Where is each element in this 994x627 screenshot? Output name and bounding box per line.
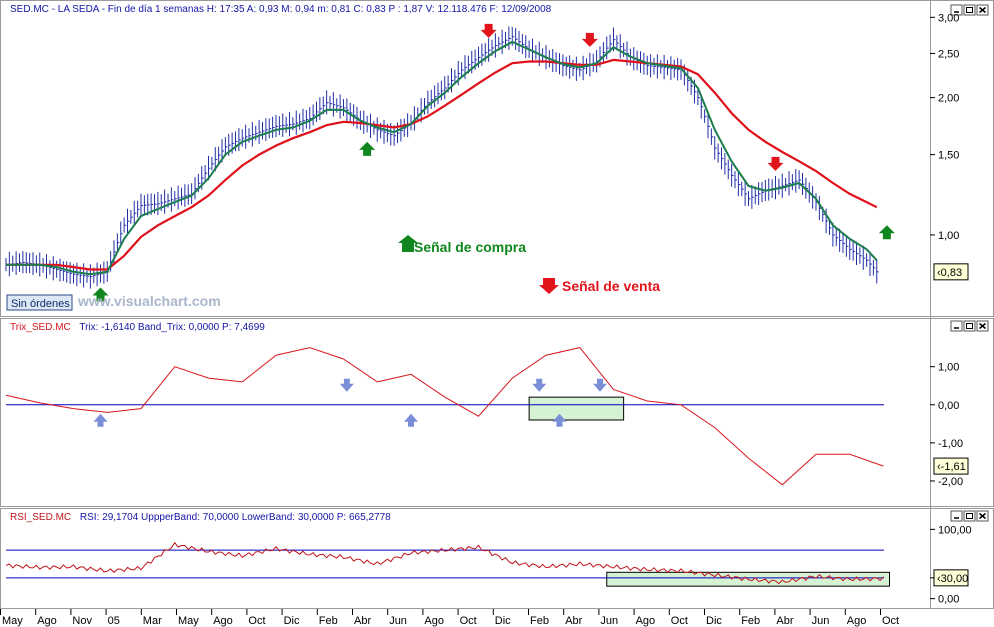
price-y-tick-label: 3,00 bbox=[938, 12, 959, 24]
trix-last-value-box bbox=[933, 457, 969, 475]
trix-down-arrow bbox=[339, 378, 354, 392]
x-tick-label: Dic bbox=[706, 615, 722, 627]
minimize-button[interactable] bbox=[950, 510, 963, 522]
x-tick-label: Jun bbox=[389, 615, 407, 627]
trix-window-controls bbox=[950, 320, 989, 332]
x-tick-label: Abr bbox=[565, 615, 582, 627]
x-tick-label: Mar bbox=[143, 615, 162, 627]
x-tick-label: Ago bbox=[847, 615, 867, 627]
svg-text:RSI_SED.MC RSI: 29,1704: RSI_SED.MC RSI: 29,1704 UppperBand: 70,0… bbox=[10, 512, 391, 523]
minimize-button[interactable] bbox=[950, 320, 963, 332]
rsi-y-tick-label: 100,00 bbox=[938, 524, 972, 536]
trix-up-arrow bbox=[404, 413, 418, 427]
price-axes: 3,00 2,50 2,00 1,50 1,00 ‹0,83 bbox=[930, 12, 969, 281]
orders-badge-box[interactable] bbox=[6, 294, 73, 311]
sell-legend-icon bbox=[539, 278, 559, 294]
x-tick-label: Nov bbox=[72, 615, 92, 627]
watermark: www.visualchart.com bbox=[77, 293, 221, 309]
maximize-button[interactable] bbox=[963, 320, 976, 332]
x-tick-label: May bbox=[178, 615, 199, 627]
buy-legend-icon bbox=[398, 235, 418, 252]
price-y-tick-label: 2,00 bbox=[938, 93, 959, 105]
rsi-header-name: RSI_SED.MC bbox=[10, 512, 71, 523]
price-y-tick-label: 2,50 bbox=[938, 48, 959, 60]
rsi-plot: 100,0030,000,00‹30,00 bbox=[5, 524, 972, 606]
legend-buy: Señal de compra bbox=[414, 239, 526, 255]
buy-signal-arrow bbox=[878, 225, 895, 240]
trix-down-arrow bbox=[593, 378, 607, 392]
sell-signal-arrow bbox=[581, 32, 598, 47]
x-axis: May Ago Nov 05 Mar May Ago Oct Dic Feb Abr Jun Ago Oc… bbox=[0, 609, 899, 627]
x-tick-label: Jun bbox=[812, 615, 830, 627]
x-tick-label: Dic bbox=[495, 615, 511, 627]
ema-fast-line bbox=[6, 40, 878, 276]
rsi-header-values: RSI: 29,1704 UppperBand: 70,0000 LowerBa… bbox=[80, 512, 391, 523]
price-header: SED.MC - LA SEDA - Fin de día 1 semanas … bbox=[10, 4, 552, 15]
trix-last-value: ‹-1,61 bbox=[937, 461, 966, 473]
trix-y-tick-label: 1,00 bbox=[938, 362, 959, 374]
sell-signal-arrow bbox=[767, 156, 784, 171]
sell-signal-arrow bbox=[480, 23, 497, 38]
buy-signal-arrow bbox=[92, 287, 109, 302]
trix-line bbox=[5, 347, 884, 486]
price-y-tick-label: 1,00 bbox=[938, 230, 959, 242]
ema-slow-line bbox=[6, 58, 878, 271]
x-tick-label: Ago bbox=[213, 615, 233, 627]
x-tick-label: Abr bbox=[354, 615, 371, 627]
x-tick-label: Feb bbox=[319, 615, 338, 627]
maximize-button[interactable] bbox=[963, 4, 976, 16]
x-tick-label: Abr bbox=[776, 615, 793, 627]
legend-sell: Señal de venta bbox=[562, 278, 660, 294]
x-tick-label: Oct bbox=[460, 615, 477, 627]
x-tick-label: Ago bbox=[424, 615, 444, 627]
x-tick-label: Dic bbox=[284, 615, 300, 627]
price-plot bbox=[5, 23, 895, 302]
rsi-last-value: ‹30,00 bbox=[937, 573, 968, 585]
price-last-value: ‹0,83 bbox=[937, 267, 962, 279]
x-tick-label: 05 bbox=[108, 615, 120, 627]
trix-plot: 1,00 0,00 -1,00 -2,00 ‹-1,61 bbox=[5, 347, 969, 488]
buy-signal-arrow bbox=[359, 141, 376, 156]
rsi-last-value-box bbox=[933, 569, 969, 587]
rsi-window-controls bbox=[950, 510, 989, 522]
x-tick-label: Oct bbox=[671, 615, 688, 627]
x-tick-label: Feb bbox=[741, 615, 760, 627]
price-window-controls bbox=[950, 4, 989, 16]
x-tick-label: Ago bbox=[636, 615, 656, 627]
rsi-line bbox=[5, 541, 884, 585]
price-y-tick-label: 1,50 bbox=[938, 150, 959, 162]
maximize-button[interactable] bbox=[963, 510, 976, 522]
minimize-button[interactable] bbox=[950, 4, 963, 16]
trix-down-arrow bbox=[532, 378, 547, 392]
trix-y-tick-label: -2,00 bbox=[938, 476, 963, 488]
x-tick-label: Jun bbox=[600, 615, 618, 627]
svg-text:Trix_SED.MC Trix: -1,6140: Trix_SED.MC Trix: -1,6140 Band_Trix: 0,0… bbox=[10, 322, 265, 333]
x-tick-label: May bbox=[2, 615, 23, 627]
x-tick-label: Oct bbox=[882, 615, 899, 627]
x-tick-label: Feb bbox=[530, 615, 549, 627]
price-last-value-box bbox=[933, 263, 969, 281]
trix-y-tick-label: -1,00 bbox=[938, 438, 963, 450]
price-panel-frame bbox=[0, 0, 994, 317]
x-tick-label: Oct bbox=[248, 615, 265, 627]
trix-header-name: Trix_SED.MC bbox=[10, 322, 71, 333]
x-tick-label: Ago bbox=[37, 615, 57, 627]
orders-badge[interactable]: Sin órdenes bbox=[11, 298, 70, 310]
rsi-panel-frame bbox=[0, 508, 994, 609]
trix-up-arrow bbox=[552, 413, 567, 427]
trix-y-tick-label: 0,00 bbox=[938, 400, 959, 412]
trix-panel-frame bbox=[0, 318, 994, 507]
trix-up-arrow bbox=[93, 413, 108, 427]
trix-header-values: Trix: -1,6140 Band_Trix: 0,0000 P: 7,469… bbox=[79, 322, 265, 333]
trix-signal-zone bbox=[528, 396, 625, 421]
rsi-y-tick-label: 0,00 bbox=[938, 594, 959, 606]
